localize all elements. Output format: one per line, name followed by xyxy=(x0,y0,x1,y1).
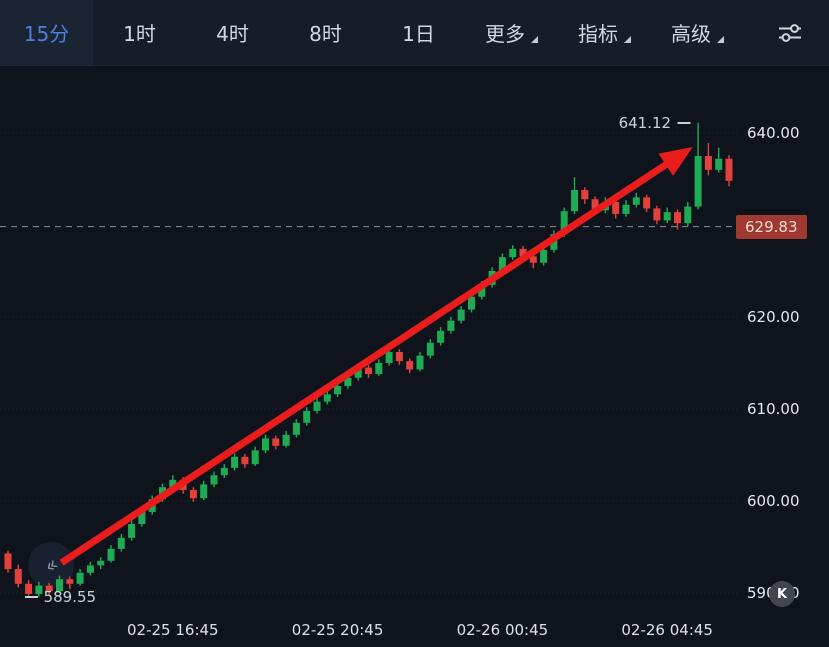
last-price-badge[interactable]: 629.83 xyxy=(736,214,807,239)
tab-1h[interactable]: 1时 xyxy=(123,22,156,46)
low-price-marker: 589.55 xyxy=(24,588,97,607)
chart-settings-button[interactable] xyxy=(777,0,803,65)
menu-indicators-label: 指标 xyxy=(578,22,618,46)
tab-1d[interactable]: 1日 xyxy=(402,22,435,46)
menu-more-label: 更多 xyxy=(485,22,525,46)
caret-down-icon xyxy=(624,36,631,43)
marker-tick xyxy=(677,121,691,124)
high-price-marker: 641.12 xyxy=(619,114,691,132)
candlestick-chart[interactable] xyxy=(0,65,829,647)
price-axis-label: 620.00 xyxy=(747,308,800,326)
sliders-icon xyxy=(779,23,801,42)
time-axis-label: 02-26 00:45 xyxy=(456,621,549,639)
price-axis-label: 640.00 xyxy=(747,124,800,142)
price-axis-label: 600.00 xyxy=(747,492,800,510)
menu-indicators[interactable]: 指标 xyxy=(558,0,651,65)
tab-8h[interactable]: 8时 xyxy=(309,22,342,46)
time-axis-label: 02-25 16:45 xyxy=(127,621,219,639)
chart-toolbar: 15分 1时 4时 8时 1日 更多 指标 高级 xyxy=(0,0,829,66)
tab-15min[interactable]: 15分 xyxy=(0,0,93,65)
time-axis-label: 02-26 04:45 xyxy=(621,621,713,639)
k-watermark-icon: K xyxy=(769,581,795,607)
k-watermark-label: K xyxy=(776,586,788,602)
menu-advanced[interactable]: 高级 xyxy=(651,0,744,65)
time-axis-label: 02-25 20:45 xyxy=(291,621,384,639)
menu-advanced-label: 高级 xyxy=(671,22,711,46)
tab-4h[interactable]: 4时 xyxy=(216,22,249,46)
price-axis-label: 610.00 xyxy=(747,400,800,418)
marker-tick xyxy=(24,596,38,599)
menu-more[interactable]: 更多 xyxy=(465,0,558,65)
caret-down-icon xyxy=(717,36,724,43)
caret-down-icon xyxy=(531,36,538,43)
high-price-label: 641.12 xyxy=(618,113,672,132)
low-price-label: 589.55 xyxy=(43,588,97,607)
